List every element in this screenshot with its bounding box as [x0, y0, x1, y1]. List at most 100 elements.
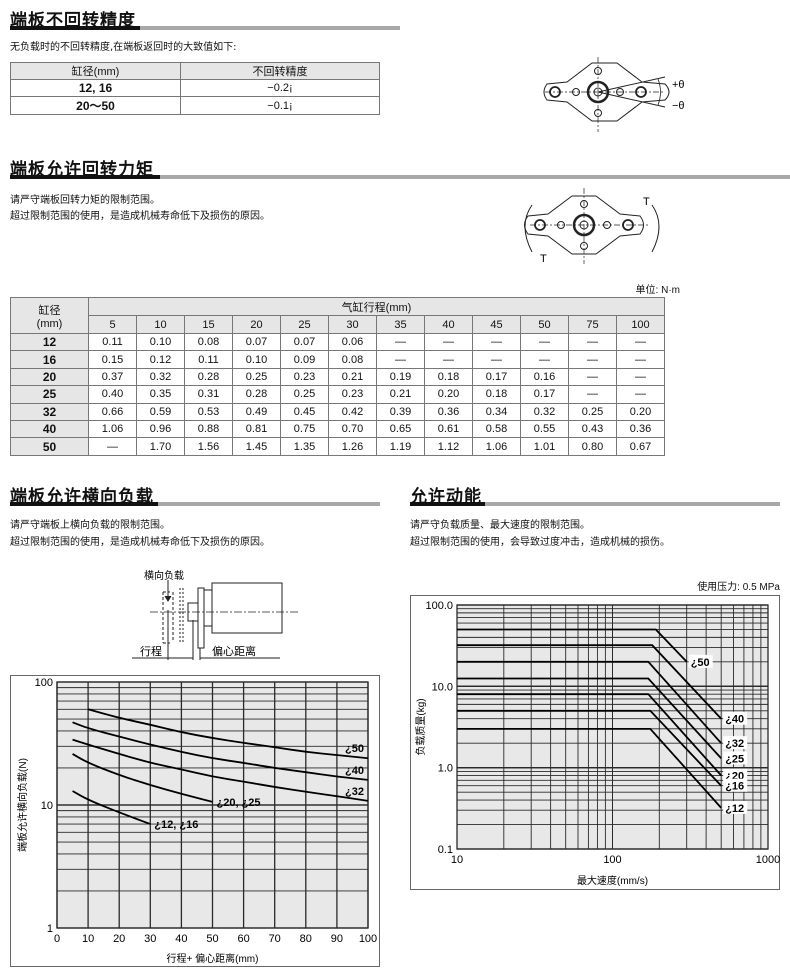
torque-cell: 0.75: [280, 419, 329, 439]
stroke-header-cell: 45: [472, 315, 521, 334]
torque-cell: 0.45: [280, 402, 329, 421]
end-plate-torque-diagram: T T: [524, 188, 660, 265]
bore-cell: 20～50: [10, 96, 181, 115]
torque-cell: —: [616, 385, 665, 404]
table-row: 50—1.70 1.56 1.45 1.35 1.26 1.19 1.12 1.06 1.01 0…: [10, 437, 665, 456]
torque-cell: 0.25: [568, 402, 617, 421]
label-background: [723, 768, 748, 782]
label-background: [723, 751, 748, 765]
torque-cell: —: [568, 367, 617, 387]
bore-header-line2: (mm): [36, 317, 63, 330]
torque-cell: 1.06: [88, 419, 137, 439]
torque-cell: 0.36: [616, 419, 665, 439]
torque-cell: 0.07: [280, 332, 329, 352]
label-background: [723, 736, 748, 750]
label-background: [688, 654, 713, 668]
y-tick-label: 0.1: [438, 844, 453, 856]
bore-cell: 40: [10, 419, 89, 439]
stroke-header-cell: 50: [520, 315, 569, 334]
allowable-kinetic-energy-chart: 10 100 1000 0.1 1.0 10.0 100.0 最大速度(mm/s) 负载质量(k…: [414, 600, 780, 887]
section-title-non-rotating-accuracy: 端板不回转精度: [10, 6, 400, 31]
series-line: [72, 790, 151, 825]
series-line: [87, 708, 369, 760]
stroke-header-cell: 15: [184, 315, 233, 334]
plot-border: [56, 681, 369, 929]
operating-pressure-label: 使用压力: 0.5 MPa: [697, 582, 780, 593]
torque-cell: 0.80: [568, 437, 617, 456]
y-tick-label: 10.0: [432, 681, 453, 693]
torque-cell: —: [472, 332, 521, 352]
torque-cell: 0.42: [328, 402, 377, 421]
torque-cell: 0.12: [136, 350, 185, 369]
series-label: ¿12, ¿16: [154, 819, 198, 831]
torque-cell: 0.19: [376, 367, 425, 387]
torque-cell: 0.81: [232, 419, 281, 439]
torque-cell: 0.43: [568, 419, 617, 439]
torque-cell: 0.21: [328, 367, 377, 387]
accuracy-cell: −0.2¡: [180, 79, 380, 97]
lateral-load-label: 横向负载: [144, 570, 184, 582]
torque-cell: 0.28: [184, 367, 233, 387]
sec2-description-2: 超过限制范围的使用，是造成机械寿命低下及损伤的原因。: [10, 211, 270, 222]
stroke-header-cell: 5: [88, 315, 137, 334]
stroke-header-cell: 25: [280, 315, 329, 334]
torque-cell: 0.08: [184, 332, 233, 352]
x-tick-label: 30: [144, 933, 156, 945]
torque-cell: 1.70: [136, 437, 185, 456]
torque-cell: 0.11: [88, 332, 137, 352]
series-line: [457, 709, 722, 787]
series-line: [457, 660, 722, 744]
torque-cell: 0.53: [184, 402, 233, 421]
torque-cell: 1.01: [520, 437, 569, 456]
torque-cell: 0.70: [328, 419, 377, 439]
end-plate-accuracy-diagram: +θ −θ: [543, 57, 685, 132]
stroke-header-cell: 75: [568, 315, 617, 334]
torque-cell: 0.61: [424, 419, 473, 439]
stroke-header: 气缸行程(mm): [88, 297, 665, 316]
torque-cell: 0.23: [280, 367, 329, 387]
torque-cell: 0.20: [616, 402, 665, 421]
x-tick-label: 10: [451, 854, 463, 866]
series-label: ¿16: [725, 781, 744, 793]
torque-cell: 0.32: [520, 402, 569, 421]
torque-cell: —: [424, 332, 473, 352]
torque-cell: 0.25: [232, 367, 281, 387]
unit-label: 单位: N·m: [635, 285, 680, 296]
torque-cell: 0.17: [472, 367, 521, 387]
torque-cell: —: [88, 437, 137, 456]
series-label: ¿32: [725, 738, 744, 750]
series-label: ¿40: [725, 714, 744, 726]
torque-cell: —: [520, 350, 569, 369]
lateral-load-diagram: 横向负载 行程 偏心距离: [132, 570, 298, 660]
torque-cell: 0.21: [376, 385, 425, 404]
section-title-allowable-torque: 端板允许回转力矩: [10, 155, 790, 180]
x-tick-label: 70: [269, 933, 281, 945]
torque-cell: —: [616, 350, 665, 369]
y-tick-label: 1.0: [438, 763, 453, 775]
sec2-description-1: 请严守端板回转力矩的限制范围。: [10, 195, 160, 206]
torque-cell: 1.35: [280, 437, 329, 456]
series-line: [457, 728, 722, 809]
torque-cell: 0.06: [328, 332, 377, 352]
y-tick-label: 100: [35, 677, 53, 689]
torque-cell: 1.45: [232, 437, 281, 456]
bore-header: 缸径 (mm): [10, 297, 89, 334]
torque-cell: 0.18: [424, 367, 473, 387]
series-label: ¿32: [345, 786, 364, 798]
series-line: [72, 753, 213, 803]
torque-table: 缸径 (mm) 气缸行程(mm) 5 10 15 20 25 30 35 40 45 50 75 100…: [10, 297, 665, 456]
y-tick-label: 100.0: [425, 600, 453, 612]
torque-cell: —: [616, 367, 665, 387]
x-tick-label: 1000: [756, 854, 780, 866]
torque-cell: —: [568, 350, 617, 369]
torque-cell: 0.17: [520, 385, 569, 404]
kinetic-chart-frame: [410, 595, 780, 890]
torque-cell: 0.25: [280, 385, 329, 404]
y-axis-label: 负载质量(kg): [414, 698, 427, 755]
bore-cell: 12: [10, 332, 89, 352]
series-label: ¿25: [725, 753, 744, 765]
series-label: ¿12: [725, 803, 744, 815]
y-axis-label: 端板允许横向负载(N): [16, 758, 29, 852]
col-header-bore: 缸径(mm): [10, 62, 181, 80]
